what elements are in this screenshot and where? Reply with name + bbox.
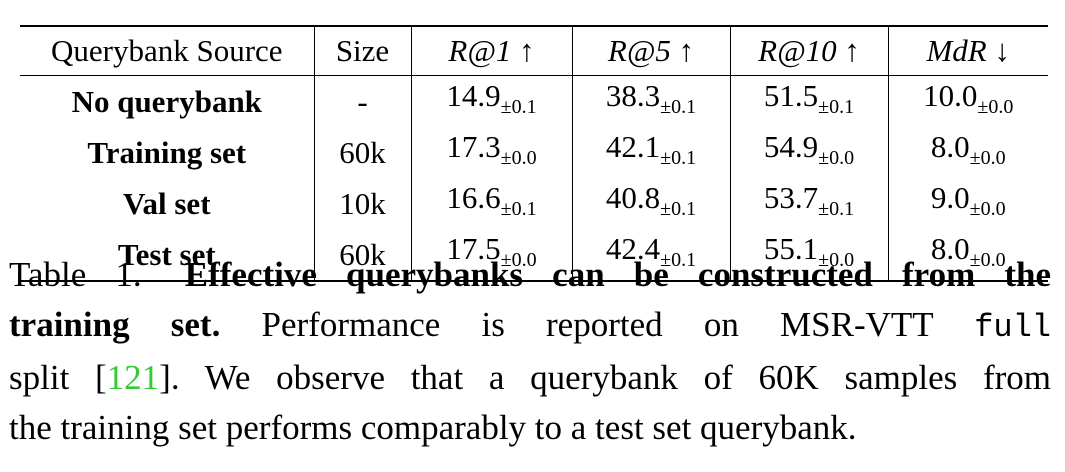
- caption-text: the training set performs comparably to …: [9, 408, 857, 447]
- value: 9.0: [930, 180, 970, 215]
- header-size: Size: [313, 26, 411, 76]
- value: 8.0: [930, 231, 970, 266]
- value: 54.9: [763, 129, 819, 164]
- value: 53.7: [763, 180, 819, 215]
- caption-text: ]. We observe that a querybank of 60K sa…: [159, 358, 1051, 397]
- std: ±0.1: [818, 96, 855, 118]
- row-size: 60k: [313, 229, 411, 281]
- row-source: Test set: [117, 236, 216, 272]
- value: 42.4: [605, 231, 661, 266]
- header-r1: R@1 ↑: [410, 26, 572, 76]
- arrow-up-icon: ↑: [844, 33, 860, 68]
- r1-cell: 17.3±0.0: [410, 127, 572, 178]
- r5-cell: 40.8±0.1: [571, 178, 730, 229]
- results-table: Querybank Source Size R@1 ↑ R@5 ↑ R@10 ↑…: [20, 25, 1048, 282]
- mdr-cell: 8.0±0.0: [887, 127, 1048, 178]
- mdr-cell: 10.0±0.0: [887, 75, 1048, 127]
- table-caption: Table 1. Effective querybanks can be con…: [9, 250, 1051, 453]
- caption-line-3: split [121]. We observe that a querybank…: [9, 353, 1051, 403]
- value: 17.5: [446, 231, 501, 266]
- results-table-wrapper: Querybank Source Size R@1 ↑ R@5 ↑ R@10 ↑…: [20, 25, 1048, 282]
- metric-name: MdR: [926, 33, 987, 68]
- std: ±0.0: [818, 147, 855, 169]
- table-row: No querybank - 14.9±0.1 38.3±0.1 51.5±0.…: [20, 75, 1048, 127]
- caption-label: Table 1.: [9, 255, 142, 294]
- value: 40.8: [605, 180, 661, 215]
- std: ±0.0: [818, 249, 855, 271]
- value: 42.1: [605, 129, 661, 164]
- caption-title-cont: training set.: [9, 305, 221, 344]
- std: ±0.0: [977, 96, 1014, 118]
- value: 38.3: [605, 78, 661, 113]
- std: ±0.1: [818, 198, 855, 220]
- std: ±0.1: [660, 249, 697, 271]
- std: ±0.1: [660, 198, 697, 220]
- r5-cell: 38.3±0.1: [571, 75, 730, 127]
- r5-cell: 42.1±0.1: [571, 127, 730, 178]
- value: 10.0: [923, 78, 978, 113]
- caption-split-name: full: [974, 309, 1051, 346]
- std: ±0.0: [969, 198, 1006, 220]
- header-r10: R@10 ↑: [729, 26, 888, 76]
- r10-cell: 54.9±0.0: [729, 127, 888, 178]
- std: ±0.1: [500, 198, 537, 220]
- table-row: Test set 60k 17.5±0.0 42.4±0.1 55.1±0.0 …: [20, 229, 1048, 281]
- arrow-up-icon: ↑: [678, 33, 695, 68]
- r1-cell: 16.6±0.1: [410, 178, 572, 229]
- r1-cell: 17.5±0.0: [410, 229, 572, 281]
- std: ±0.0: [969, 147, 1006, 169]
- table-row: Training set 60k 17.3±0.0 42.1±0.1 54.9±…: [20, 127, 1048, 178]
- caption-line-2: training set. Performance is reported on…: [9, 300, 1051, 353]
- caption-line-1: Table 1. Effective querybanks can be con…: [9, 250, 1051, 300]
- std: ±0.0: [969, 249, 1006, 271]
- value: 16.6: [446, 180, 501, 215]
- arrow-up-icon: ↑: [519, 33, 535, 68]
- caption-title: Effective querybanks can be constructed …: [184, 255, 1052, 294]
- std: ±0.1: [500, 96, 537, 118]
- std: ±0.0: [500, 249, 537, 271]
- value: 14.9: [446, 78, 501, 113]
- table-body: No querybank - 14.9±0.1 38.3±0.1 51.5±0.…: [20, 75, 1048, 281]
- mdr-cell: 8.0±0.0: [887, 229, 1048, 281]
- metric-name: R@10: [758, 33, 837, 68]
- mdr-cell: 9.0±0.0: [887, 178, 1048, 229]
- value: 55.1: [763, 231, 819, 266]
- citation-link[interactable]: 121: [106, 358, 160, 397]
- row-size: 10k: [313, 178, 411, 229]
- value: 51.5: [763, 78, 819, 113]
- r1-cell: 14.9±0.1: [410, 75, 572, 127]
- row-source: No querybank: [71, 83, 262, 119]
- header-r5: R@5 ↑: [571, 26, 730, 76]
- metric-name: R@1: [448, 33, 512, 68]
- row-source: Training set: [87, 134, 247, 170]
- r10-cell: 51.5±0.1: [729, 75, 888, 127]
- r10-cell: 53.7±0.1: [729, 178, 888, 229]
- value: 17.3: [446, 129, 501, 164]
- std: ±0.0: [500, 147, 537, 169]
- r5-cell: 42.4±0.1: [571, 229, 730, 281]
- caption-text: split [: [9, 358, 107, 397]
- row-size: -: [313, 75, 411, 127]
- caption-text: Performance is reported on MSR-VTT: [261, 305, 933, 344]
- caption-line-4: the training set performs comparably to …: [9, 403, 1051, 453]
- table-row: Val set 10k 16.6±0.1 40.8±0.1 53.7±0.1 9…: [20, 178, 1048, 229]
- std: ±0.1: [660, 96, 697, 118]
- std: ±0.1: [660, 147, 697, 169]
- row-size: 60k: [313, 127, 411, 178]
- value: 8.0: [930, 129, 970, 164]
- metric-name: R@5: [607, 33, 671, 68]
- header-querybank-source: Querybank Source: [50, 33, 283, 68]
- table-header-row: Querybank Source Size R@1 ↑ R@5 ↑ R@10 ↑…: [20, 26, 1048, 76]
- arrow-down-icon: ↓: [994, 33, 1011, 68]
- r10-cell: 55.1±0.0: [729, 229, 888, 281]
- row-source: Val set: [122, 185, 211, 221]
- header-mdr: MdR ↓: [887, 26, 1048, 76]
